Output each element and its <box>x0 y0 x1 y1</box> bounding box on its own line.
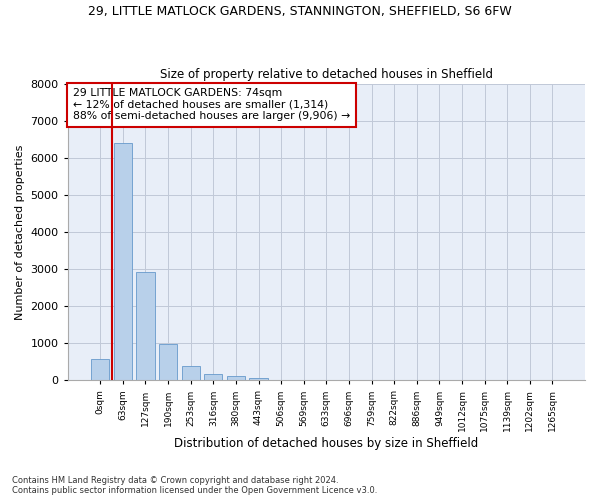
Bar <box>204 374 223 380</box>
Title: Size of property relative to detached houses in Sheffield: Size of property relative to detached ho… <box>160 68 493 81</box>
Text: 29 LITTLE MATLOCK GARDENS: 74sqm
← 12% of detached houses are smaller (1,314)
88: 29 LITTLE MATLOCK GARDENS: 74sqm ← 12% o… <box>73 88 350 121</box>
Text: 29, LITTLE MATLOCK GARDENS, STANNINGTON, SHEFFIELD, S6 6FW: 29, LITTLE MATLOCK GARDENS, STANNINGTON,… <box>88 5 512 18</box>
Bar <box>91 359 109 380</box>
Bar <box>250 378 268 380</box>
Bar <box>159 344 177 380</box>
Y-axis label: Number of detached properties: Number of detached properties <box>15 144 25 320</box>
X-axis label: Distribution of detached houses by size in Sheffield: Distribution of detached houses by size … <box>174 437 478 450</box>
Bar <box>227 376 245 380</box>
Bar <box>182 366 200 380</box>
Bar <box>136 272 155 380</box>
Text: Contains HM Land Registry data © Crown copyright and database right 2024.
Contai: Contains HM Land Registry data © Crown c… <box>12 476 377 495</box>
Bar <box>114 143 132 380</box>
